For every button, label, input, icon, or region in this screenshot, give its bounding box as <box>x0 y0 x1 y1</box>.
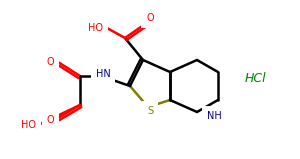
Text: O: O <box>46 57 54 67</box>
Text: O: O <box>46 115 54 125</box>
Text: HCl: HCl <box>244 72 266 84</box>
Text: HN: HN <box>96 69 110 79</box>
Text: HO: HO <box>88 23 103 33</box>
Text: O: O <box>146 13 154 23</box>
Text: NH: NH <box>207 111 222 121</box>
Text: HO: HO <box>21 120 36 130</box>
Text: S: S <box>147 106 153 116</box>
